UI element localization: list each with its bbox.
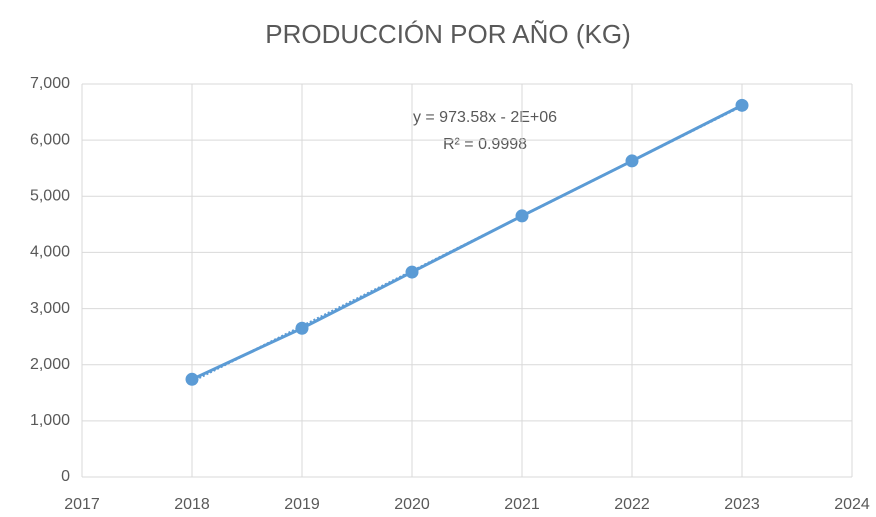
x-tick-label: 2022 xyxy=(614,496,650,513)
x-tick-label: 2019 xyxy=(284,496,320,513)
y-tick-label: 0 xyxy=(61,468,70,485)
trendline-r-squared: R² = 0.9998 xyxy=(443,136,527,153)
x-tick-label: 2017 xyxy=(64,496,100,513)
data-point xyxy=(185,372,199,386)
y-tick-label: 6,000 xyxy=(30,131,70,148)
y-tick-label: 3,000 xyxy=(30,300,70,317)
y-tick-label: 4,000 xyxy=(30,244,70,261)
data-point xyxy=(515,209,529,223)
chart-title: PRODUCCIÓN POR AÑO (KG) xyxy=(265,19,630,49)
x-tick-label: 2023 xyxy=(724,496,760,513)
x-tick-label: 2018 xyxy=(174,496,210,513)
y-tick-label: 5,000 xyxy=(30,188,70,205)
y-tick-label: 1,000 xyxy=(30,412,70,429)
x-tick-label: 2020 xyxy=(394,496,430,513)
y-tick-label: 2,000 xyxy=(30,356,70,373)
data-line xyxy=(191,103,743,381)
trendline-equation: y = 973.58x - 2E+06 xyxy=(413,109,557,126)
data-point xyxy=(295,321,309,335)
data-point xyxy=(405,265,419,279)
y-tick-label: 7,000 xyxy=(30,75,70,92)
x-tick-label: 2024 xyxy=(834,496,870,513)
data-point xyxy=(625,154,639,168)
x-tick-label: 2021 xyxy=(504,496,540,513)
data-point xyxy=(735,98,749,112)
